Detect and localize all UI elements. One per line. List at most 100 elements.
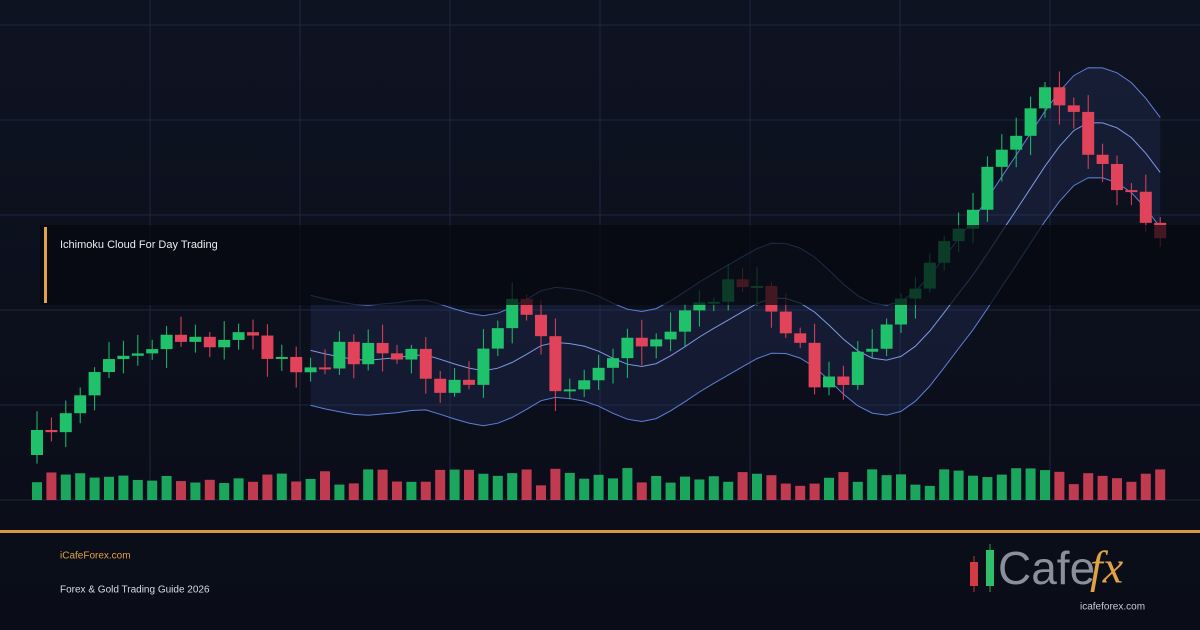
candle-body [563, 389, 576, 392]
volume-bar [723, 481, 734, 500]
candle-body [1111, 163, 1123, 191]
volume-bar [564, 472, 575, 500]
volume-bar [838, 472, 849, 500]
candle-body [463, 379, 475, 385]
band-middle [310, 122, 1161, 372]
candle-body [304, 367, 317, 373]
candle-body [1139, 191, 1152, 223]
candle-body [621, 337, 634, 359]
candle-body [117, 355, 130, 360]
candle-body [1096, 154, 1109, 164]
candle-body [74, 395, 87, 414]
candle-body [1024, 108, 1037, 136]
candle-body [59, 413, 72, 433]
candle-body [261, 335, 274, 359]
candle-body [679, 310, 691, 332]
volume-bar [320, 471, 330, 500]
volume-bar [536, 485, 546, 500]
candle-body [146, 349, 159, 354]
candle-body [535, 314, 547, 337]
candle-body [1125, 190, 1138, 193]
candle-body [808, 342, 821, 388]
volume-bar [996, 474, 1007, 500]
candle-body [549, 336, 562, 392]
volume-bar [1126, 481, 1137, 500]
volume-bar [766, 475, 777, 500]
title-box [40, 225, 1200, 305]
volume-bar [248, 481, 258, 500]
volume-bar [1068, 484, 1079, 500]
candle-body [981, 166, 994, 210]
candle-body [592, 367, 605, 381]
volume-bar [1083, 473, 1094, 500]
volume-bar [780, 483, 791, 500]
volume-bar [420, 481, 431, 500]
volume-bar [809, 483, 820, 500]
volume-bar [896, 474, 906, 500]
candle-body [319, 367, 331, 370]
candle-body [650, 339, 663, 347]
volume-bar [550, 468, 561, 500]
volume-bar [1112, 478, 1122, 500]
volume-bar [204, 479, 215, 500]
candle-body [880, 324, 893, 349]
candle-body [1082, 111, 1095, 155]
volume-bar [795, 485, 806, 500]
volume-bar [363, 469, 374, 500]
volume-bar [824, 477, 834, 500]
volume-bar [521, 469, 532, 500]
volume-bar [75, 473, 86, 500]
volume-bar [334, 484, 345, 500]
volume-bar [262, 474, 273, 500]
volume-bar [910, 484, 921, 500]
volume-bar [392, 481, 402, 500]
volume-bar [291, 481, 302, 500]
volume-bar [435, 469, 446, 500]
candle-body [995, 149, 1008, 167]
divider [0, 530, 1200, 533]
volume-bar [1011, 468, 1022, 500]
volume-bar [147, 480, 158, 500]
volume-bar [348, 483, 359, 500]
candle-body [1067, 105, 1080, 112]
candle-body [247, 332, 259, 336]
volume-bar [104, 476, 114, 500]
candle-body [88, 372, 101, 396]
logo-url: icafeforex.com [1080, 602, 1145, 613]
volume-bar [464, 469, 474, 500]
candle-body [347, 341, 360, 365]
candle-body [477, 348, 490, 385]
volume-bar [1140, 473, 1151, 500]
volume-bar [233, 478, 244, 500]
volume-bar [982, 477, 993, 500]
volume-bar [190, 482, 201, 500]
candle-body [203, 336, 216, 348]
volume-bar [176, 481, 186, 500]
candle-body [189, 336, 202, 342]
volume-bar [924, 485, 935, 500]
candle-body [131, 353, 144, 356]
volume-bar [665, 482, 676, 500]
candle-body [491, 328, 504, 349]
volume-bar [46, 472, 57, 500]
candle-body [779, 311, 792, 334]
volume-bar [118, 475, 129, 500]
candle-body [851, 351, 864, 385]
candle-body [664, 331, 677, 340]
volume-bar [492, 475, 503, 500]
volume-bar [651, 475, 662, 500]
volume-bar [867, 469, 878, 500]
candle-body [866, 348, 879, 352]
volume-bar [680, 476, 690, 500]
volume-bar [32, 482, 42, 500]
logo: Cafe fx icafeforex.com [970, 542, 1145, 613]
candle-body [506, 298, 519, 329]
volume-bar [89, 477, 100, 500]
volume-bar [1054, 471, 1065, 500]
volume-bar [622, 468, 633, 500]
volume-bars [32, 468, 1166, 500]
candle-body [232, 332, 245, 340]
candle-body [1010, 135, 1023, 150]
volume-bar [593, 474, 604, 500]
